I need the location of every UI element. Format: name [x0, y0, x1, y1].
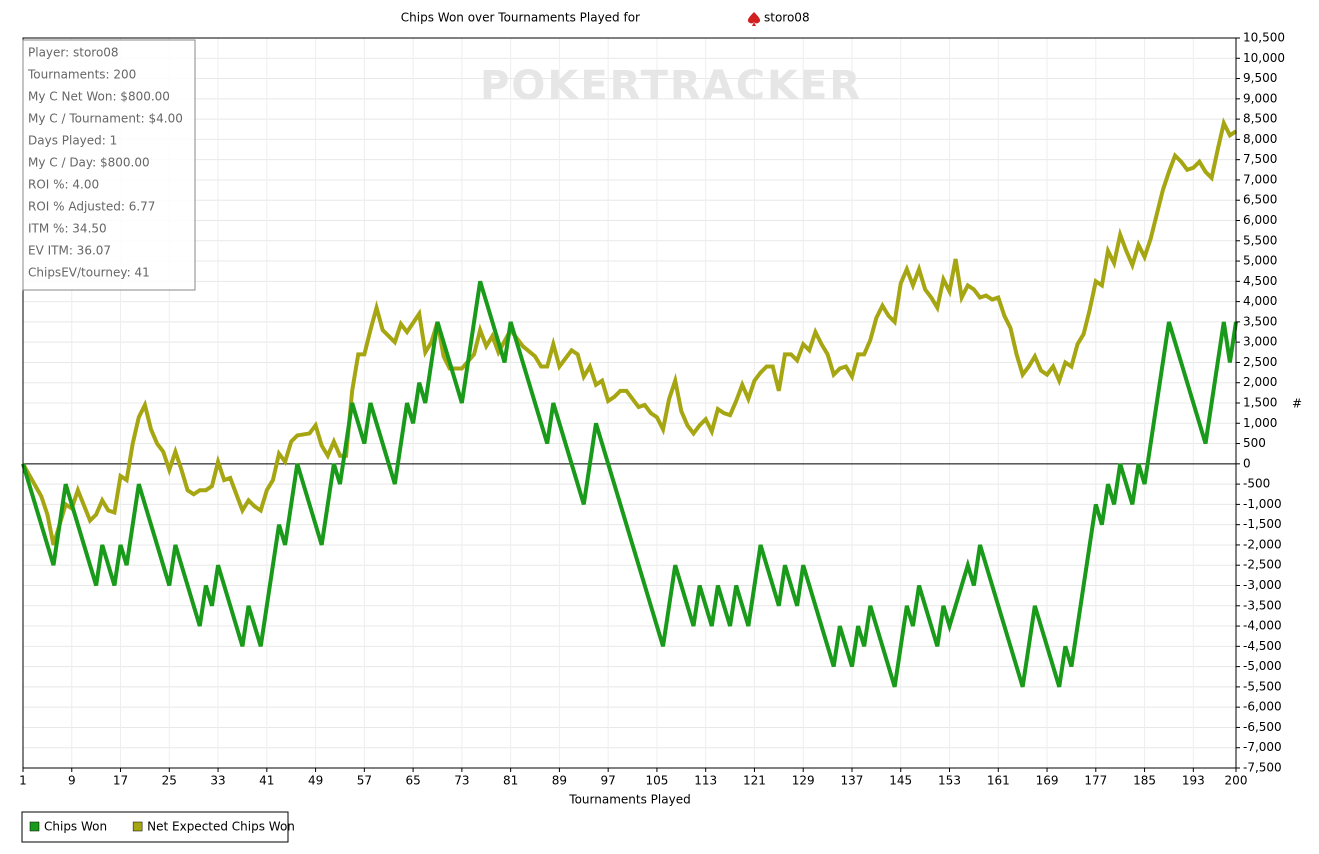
info-row: My C / Day: $800.00: [28, 156, 150, 170]
y-tick-label: 9,500: [1243, 71, 1277, 85]
y-tick-label: 7,500: [1243, 152, 1277, 166]
y-tick-label: -4,500: [1243, 639, 1282, 653]
y-tick-label: 9,000: [1243, 91, 1277, 105]
legend-frame: [21, 811, 289, 843]
info-row: EV ITM: 36.07: [28, 244, 111, 258]
y-tick-label: -2,000: [1243, 537, 1282, 551]
x-axis-label: Tournaments Played: [568, 793, 690, 807]
x-tick-label: 161: [987, 774, 1010, 788]
x-tick-label: 89: [552, 774, 567, 788]
ticks: -7,500 -7,000 -6,500 -6,000 -5,500 -5,000 -4,5…: [19, 31, 1285, 788]
lines: [21, 117, 1238, 688]
y-tick-label: -5,000: [1243, 659, 1282, 673]
y-tick-label: 10,500: [1243, 31, 1285, 45]
y-tick-label: 2,500: [1243, 355, 1277, 369]
x-tick-label: 193: [1182, 774, 1205, 788]
x-tick-label: 33: [210, 774, 225, 788]
x-tick-label: 129: [792, 774, 815, 788]
legend-label: Net Expected Chips Won: [147, 820, 295, 834]
y-tick-label: 0: [1243, 456, 1251, 470]
info-row: My C / Tournament: $4.00: [28, 112, 183, 126]
y-tick-label: 3,000: [1243, 335, 1277, 349]
info-row: My C Net Won: $800.00: [28, 90, 170, 104]
x-tick-label: 169: [1036, 774, 1059, 788]
y-tick-label: 8,500: [1243, 112, 1277, 126]
y-tick-label: -5,500: [1243, 679, 1282, 693]
x-tick-label: 105: [645, 774, 668, 788]
x-tick-label: 73: [454, 774, 469, 788]
x-tick-label: 200: [1225, 774, 1248, 788]
y-tick-label: 4,500: [1243, 274, 1277, 288]
x-tick-label: 65: [405, 774, 420, 788]
y-tick-label: -6,500: [1243, 720, 1282, 734]
y-tick-label: 5,500: [1243, 233, 1277, 247]
series-line: [21, 117, 1238, 546]
info-box: Player: storo08 Tournaments: 200 My C Net …: [22, 39, 196, 291]
x-tick-label: 25: [162, 774, 177, 788]
x-tick-label: 137: [841, 774, 864, 788]
x-tick-label: 1: [19, 774, 27, 788]
y-tick-label: 6,000: [1243, 213, 1277, 227]
y-tick-label: -1,500: [1243, 517, 1282, 531]
y-tick-label: -3,500: [1243, 598, 1282, 612]
spade-icon: [747, 12, 761, 26]
y-tick-label: 3,500: [1243, 314, 1277, 328]
y-tick-label: 500: [1243, 436, 1266, 450]
info-row: ROI %: 4.00: [28, 178, 99, 192]
x-tick-label: 113: [694, 774, 717, 788]
y-tick-label: 8,000: [1243, 132, 1277, 146]
x-tick-label: 17: [113, 774, 128, 788]
info-row: ITM %: 34.50: [28, 222, 107, 236]
x-tick-label: 57: [357, 774, 372, 788]
x-tick-label: 97: [601, 774, 616, 788]
y-tick-label: 5,000: [1243, 254, 1277, 268]
info-row: Days Played: 1: [28, 134, 117, 148]
y-tick-label: 7,000: [1243, 172, 1277, 186]
y-tick-label: -1,000: [1243, 497, 1282, 511]
legend-label: Chips Won: [44, 820, 107, 834]
x-tick-label: 145: [889, 774, 912, 788]
y-tick-label: -4,000: [1243, 619, 1282, 633]
legend-swatch: [132, 821, 143, 832]
y-tick-label: -2,500: [1243, 558, 1282, 572]
legend-swatch: [29, 821, 40, 832]
y-tick-label: -7,500: [1243, 761, 1282, 775]
y-tick-label: 1,500: [1243, 396, 1277, 410]
info-row: ChipsEV/tourney: 41: [28, 266, 150, 280]
x-tick-label: 153: [938, 774, 961, 788]
y-tick-label: -500: [1243, 477, 1270, 491]
info-frame: [22, 39, 196, 291]
y-tick-label: 6,500: [1243, 193, 1277, 207]
y-tick-label: 10,000: [1243, 51, 1285, 65]
x-tick-label: 9: [68, 774, 76, 788]
y-tick-label: 4,000: [1243, 294, 1277, 308]
x-tick-label: 49: [308, 774, 323, 788]
x-tick-label: 41: [259, 774, 274, 788]
x-tick-label: 177: [1084, 774, 1107, 788]
y-tick-label: 2,000: [1243, 375, 1277, 389]
player-name: storo08: [764, 11, 810, 25]
info-row: Tournaments: 200: [27, 68, 136, 82]
info-row: ROI % Adjusted: 6.77: [28, 200, 155, 214]
y-tick-label: -6,000: [1243, 700, 1282, 714]
y-tick-label: -7,000: [1243, 740, 1282, 754]
chart-title: Chips Won over Tournaments Played for: [401, 11, 640, 25]
y-tick-label: -3,000: [1243, 578, 1282, 592]
x-tick-label: 81: [503, 774, 518, 788]
series-line: [21, 280, 1238, 688]
y-axis-label: #: [1292, 397, 1302, 411]
x-tick-label: 185: [1133, 774, 1156, 788]
y-tick-label: 1,000: [1243, 416, 1277, 430]
info-row: Player: storo08: [28, 46, 119, 60]
x-tick-label: 121: [743, 774, 766, 788]
watermark: POKERTRACKER: [480, 63, 862, 109]
legend: Chips Won Net Expected Chips Won: [21, 811, 295, 843]
